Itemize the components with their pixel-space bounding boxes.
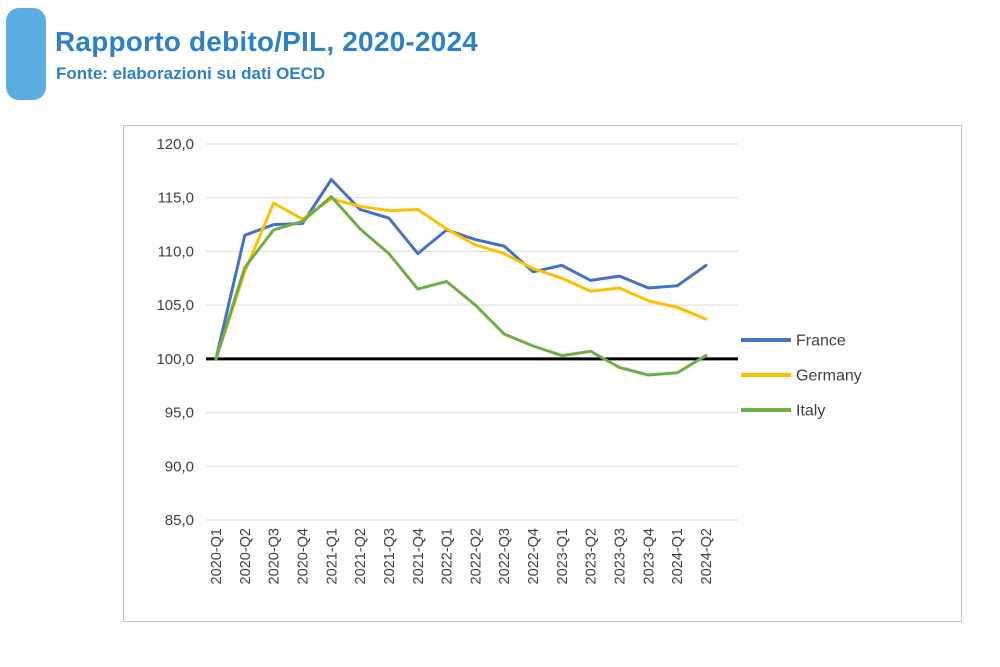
y-tick-label: 95,0 xyxy=(165,405,194,422)
y-tick-label: 100,0 xyxy=(156,351,194,368)
page-subtitle: Fonte: elaborazioni su dati OECD xyxy=(56,64,326,83)
x-tick-label: 2023-Q1 xyxy=(555,528,571,584)
accent-tab-decoration xyxy=(6,8,46,100)
legend-label-italy: Italy xyxy=(796,403,825,420)
page-title: Rapporto debito/PIL, 2020-2024 xyxy=(55,26,478,57)
x-tick-label: 2022-Q3 xyxy=(497,528,513,584)
x-tick-label: 2023-Q4 xyxy=(641,528,657,584)
x-tick-label: 2020-Q4 xyxy=(295,528,311,584)
series-line-germany xyxy=(214,197,708,361)
x-tick-label: 2020-Q3 xyxy=(267,528,283,584)
y-tick-label: 120,0 xyxy=(156,136,194,153)
x-tick-label: 2024-Q2 xyxy=(699,528,715,584)
x-tick-label: 2020-Q2 xyxy=(238,528,254,584)
legend-label-france: France xyxy=(796,333,846,350)
legend-label-germany: Germany xyxy=(796,368,862,385)
series-line-france xyxy=(214,178,708,361)
series-line-italy xyxy=(214,195,708,377)
x-tick-label: 2023-Q2 xyxy=(584,528,600,584)
chart-container: 85,0 90,0 95,0 100,0 105,0 110,0 115,0 120,0 202… xyxy=(123,125,962,622)
x-tick-label: 2023-Q3 xyxy=(613,528,629,584)
line-chart: 85,0 90,0 95,0 100,0 105,0 110,0 115,0 120,0 202… xyxy=(156,136,862,584)
x-tick-label: 2021-Q2 xyxy=(353,528,369,584)
x-tick-label: 2020-Q1 xyxy=(209,528,225,584)
x-tick-label: 2021-Q4 xyxy=(411,528,427,584)
y-tick-label: 85,0 xyxy=(165,512,194,529)
x-tick-label: 2022-Q2 xyxy=(468,528,484,584)
y-tick-label: 115,0 xyxy=(158,190,194,207)
x-tick-label: 2021-Q1 xyxy=(324,528,340,584)
y-tick-label: 90,0 xyxy=(165,458,194,475)
x-tick-label: 2022-Q4 xyxy=(526,528,542,584)
x-tick-label: 2022-Q1 xyxy=(440,528,456,584)
y-tick-label: 105,0 xyxy=(156,297,194,314)
y-tick-label: 110,0 xyxy=(158,243,194,260)
x-tick-label: 2024-Q1 xyxy=(670,528,686,584)
x-tick-label: 2021-Q3 xyxy=(382,528,398,584)
